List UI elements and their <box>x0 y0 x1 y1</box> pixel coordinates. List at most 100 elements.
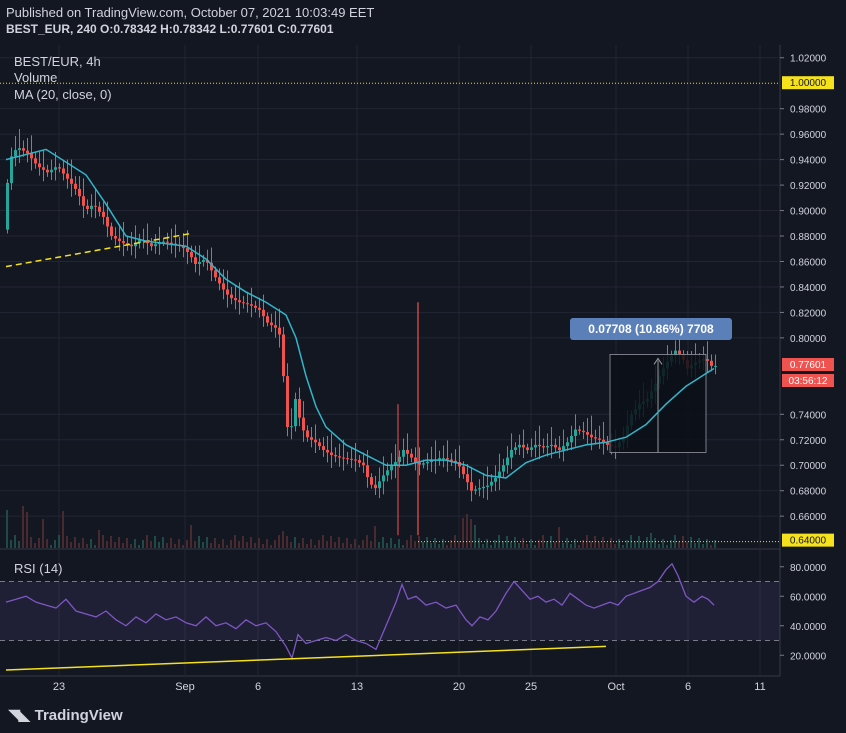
volume-bar <box>678 541 680 548</box>
legend-symbol[interactable]: BEST/EUR, 4h <box>14 54 101 69</box>
volume-bar <box>370 541 372 548</box>
volume-bar <box>618 539 620 548</box>
volume-bar <box>642 542 644 548</box>
candle-body <box>578 429 581 431</box>
tradingview-logo[interactable]: ◥◣ TradingView <box>8 705 123 725</box>
volume-bar <box>354 539 356 548</box>
volume-bar <box>522 538 524 548</box>
rsi-pane <box>0 562 780 671</box>
countdown-tag-bg <box>782 374 834 387</box>
volume-bar <box>374 526 376 548</box>
volume-bar <box>38 538 40 548</box>
candle-body <box>222 283 225 290</box>
candle-body <box>326 449 329 453</box>
candle-body <box>382 475 385 482</box>
volume-bar <box>690 537 692 548</box>
candle-body <box>550 444 553 447</box>
volume-bar <box>302 538 304 548</box>
time-tick-label: 23 <box>53 681 65 693</box>
candle-body <box>182 245 185 249</box>
time-tick-label: 11 <box>754 681 765 693</box>
candle-body <box>126 243 129 245</box>
candle-body <box>510 449 513 458</box>
volume-bar <box>446 545 448 548</box>
volume-bar <box>150 541 152 548</box>
candle-body <box>58 167 61 169</box>
candle-body <box>546 446 549 448</box>
volume-bar <box>466 514 468 548</box>
candle-body <box>514 447 517 450</box>
candle-body <box>466 474 469 483</box>
volume-bar <box>426 537 428 548</box>
price-tick-label: 0.80000 <box>790 334 827 345</box>
candle-body <box>166 241 169 243</box>
volume-bar <box>606 543 608 548</box>
volume-bar <box>106 541 108 548</box>
candle-body <box>582 430 585 433</box>
rsi-trend-line <box>5 645 607 671</box>
candle-body <box>526 447 529 450</box>
candle-body <box>270 322 273 326</box>
support-line <box>5 232 192 268</box>
volume-bar <box>86 544 88 548</box>
volume-bar <box>342 543 344 548</box>
published-caption: Published on TradingView.com, October 07… <box>6 5 375 20</box>
volume-bar <box>614 544 616 548</box>
volume-bar <box>122 543 124 548</box>
candle-body <box>6 182 9 230</box>
volume-bar <box>138 545 140 548</box>
volume-bar <box>18 541 20 548</box>
time-tick-label: 20 <box>453 681 465 693</box>
candle-body <box>238 300 241 303</box>
candle-body <box>198 261 201 265</box>
ma-line <box>5 148 715 479</box>
candle-body <box>226 289 229 295</box>
candle-body <box>70 178 73 184</box>
volume-bar <box>386 543 388 548</box>
last-price-tag: 0.77601 <box>790 360 827 371</box>
price-tick-label: 0.82000 <box>790 308 827 319</box>
candle-body <box>262 309 265 317</box>
candle-body <box>150 243 153 247</box>
rsi-line <box>5 562 715 661</box>
volume-bar <box>506 536 508 548</box>
volume-bar <box>10 540 12 548</box>
price-tick-label: 1.02000 <box>790 54 827 65</box>
price-tick-label: 0.94000 <box>790 156 827 167</box>
volume-bar <box>206 537 208 548</box>
legend-ma[interactable]: MA (20, close, 0) <box>14 87 112 102</box>
candle-body <box>30 153 33 159</box>
candle-body <box>110 226 113 237</box>
volume-bar <box>574 539 576 548</box>
volume-bar <box>378 542 380 548</box>
volume-bar <box>258 538 260 548</box>
legend-volume[interactable]: Volume <box>14 70 58 85</box>
candle-body <box>586 432 589 435</box>
volume-bar <box>362 540 364 548</box>
volume-bar <box>70 542 72 548</box>
price-tick-label: 0.96000 <box>790 130 827 141</box>
candle-body <box>90 205 93 209</box>
candle-body <box>134 243 137 247</box>
volume-bar <box>422 542 424 548</box>
volume-bar <box>118 537 120 548</box>
time-tick-label: 6 <box>685 681 691 693</box>
volume-bar <box>234 535 236 548</box>
candle-body <box>154 244 157 247</box>
candle-body <box>330 452 333 456</box>
candle-body <box>490 481 493 486</box>
candle-body <box>306 430 309 438</box>
measure-arrowhead <box>653 357 663 365</box>
candle-body <box>602 439 605 443</box>
volume-bar <box>674 535 676 548</box>
volume-bar <box>102 535 104 548</box>
volume-bar <box>154 536 156 548</box>
volume-bar <box>66 536 68 548</box>
volume-bar <box>710 545 712 548</box>
candle-body <box>298 399 301 418</box>
legend-rsi[interactable]: RSI (14) <box>14 561 63 576</box>
candle-body <box>302 417 305 431</box>
volume-bar <box>98 530 100 548</box>
volume-bar <box>42 519 44 548</box>
